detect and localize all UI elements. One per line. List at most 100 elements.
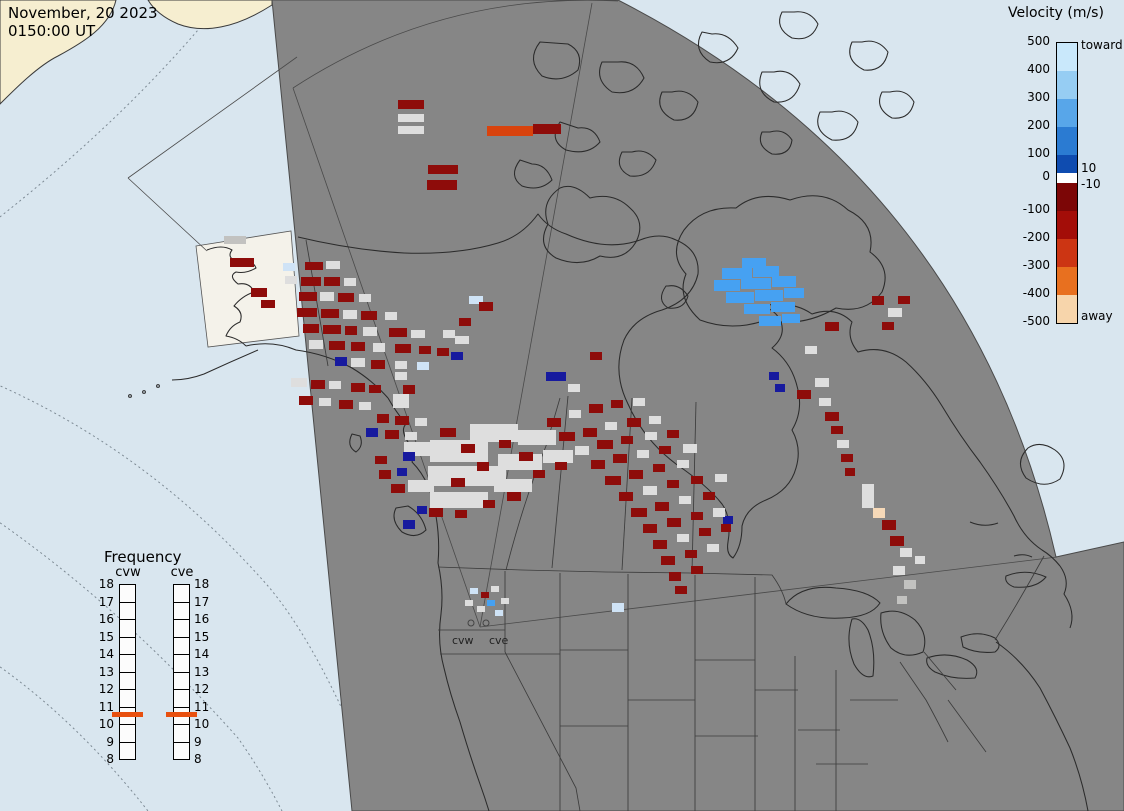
velocity-cell (417, 362, 429, 370)
freq-bar-left (119, 584, 136, 760)
velocity-cell (915, 556, 925, 564)
velocity-cell (285, 276, 297, 284)
velocity-cell (430, 492, 488, 508)
velocity-cell (605, 476, 621, 485)
velocity-cell (403, 452, 415, 461)
velocity-cell (637, 450, 649, 458)
velocity-cell (611, 400, 623, 408)
freq-bar-segment (173, 601, 190, 620)
freq-tick-label: 14 (194, 647, 210, 661)
velocity-cell (726, 292, 754, 303)
velocity-cell (451, 478, 465, 487)
velocity-cell (371, 360, 385, 369)
velocity-cell (483, 500, 495, 508)
political-borders (305, 239, 1045, 811)
velocity-cell (369, 385, 381, 393)
velocity-cell (339, 400, 353, 409)
velocity-cell (491, 586, 499, 592)
velocity-cell (882, 322, 894, 330)
velocity-cell (459, 318, 471, 326)
velocity-cell (898, 296, 910, 304)
velocity-cell (685, 550, 697, 558)
velocity-cell (759, 316, 781, 326)
velocity-cell (375, 456, 387, 464)
velocity-cell (429, 508, 443, 517)
freq-tick-label: 9 (194, 734, 202, 749)
velocity-cell (797, 390, 811, 399)
colorbar-segment (1057, 173, 1077, 183)
velocity-cell (591, 460, 605, 469)
velocity-cell (507, 492, 521, 501)
freq-tick-label: 13 (98, 664, 114, 679)
velocity-cell (343, 310, 357, 319)
velocity-cell (742, 258, 766, 268)
freq-tick-label: 10 (98, 717, 114, 731)
velocity-cell (481, 592, 489, 598)
freq-tick-label: 16 (194, 612, 210, 626)
velocity-cell (722, 268, 752, 279)
velocity-cell (326, 261, 340, 269)
freq-bar-segment (119, 636, 136, 655)
velocity-tick-label: 100 (1027, 146, 1050, 160)
away-label: away (1081, 309, 1113, 323)
velocity-cell (643, 524, 657, 533)
velocity-cell (815, 378, 829, 387)
datetime-stamp: November, 20 2023 0150:00 UT (8, 4, 158, 40)
velocity-cell (301, 277, 321, 286)
velocity-cell (329, 341, 345, 350)
velocity-cell (389, 328, 407, 337)
velocity-cell (395, 416, 409, 425)
freq-tick-label: 16 (98, 612, 114, 626)
velocity-cell (397, 468, 407, 476)
colorbar-segment (1057, 211, 1077, 239)
freq-bar-segment (173, 689, 190, 708)
velocity-cell (324, 277, 340, 286)
velocity-cell (893, 566, 905, 575)
velocity-tick-label: -300 (1022, 258, 1050, 272)
velocity-cell (351, 358, 365, 367)
freq-tick-label: 15 (98, 629, 114, 644)
freq-bar-segment (119, 654, 136, 673)
velocity-cell (744, 304, 770, 314)
velocity-cell (713, 508, 725, 517)
velocity-cell (775, 384, 785, 392)
velocity-cell (344, 278, 356, 286)
velocity-cell (691, 476, 703, 484)
velocity-cell (345, 326, 357, 335)
landmass-cream (0, 0, 273, 105)
velocity-cell (419, 346, 431, 354)
freq-tick-label: 12 (98, 682, 114, 696)
velocity-cell (772, 276, 796, 287)
velocity-cell (845, 468, 855, 476)
velocity-cell (629, 470, 643, 479)
velocity-cell (890, 536, 904, 546)
velocity-cell (351, 383, 365, 392)
velocity-cell (518, 430, 556, 445)
site-label-cve: cve (489, 634, 509, 647)
velocity-cell (329, 381, 341, 389)
velocity-cell (415, 418, 427, 426)
velocity-tick-label: 300 (1027, 90, 1050, 104)
toward-label: toward (1081, 38, 1123, 52)
freq-bar-segment (119, 741, 136, 760)
freq-tick-label: 8 (106, 752, 114, 766)
freq-tick-label: 17 (194, 594, 210, 609)
velocity-cell (667, 430, 679, 438)
velocity-cell (862, 484, 874, 508)
velocity-cell (590, 352, 602, 360)
colorbar-segment (1057, 43, 1077, 71)
freq-tick-label: 12 (194, 682, 210, 696)
freq-marker (112, 712, 143, 717)
radar-site-cvw-marker (467, 619, 475, 627)
velocity-cell (417, 506, 427, 514)
velocity-cell (784, 288, 804, 298)
velocity-cell (667, 518, 681, 527)
velocity-cell (440, 428, 456, 437)
velocity-cell (888, 308, 902, 317)
frequency-legend-title: Frequency (104, 548, 182, 566)
freq-tick-label: 9 (106, 734, 114, 749)
freq-bar-segment (119, 584, 136, 603)
velocity-cell (723, 516, 733, 524)
velocity-cell (487, 126, 533, 136)
zero-tick-plus10: 10 (1081, 161, 1097, 175)
